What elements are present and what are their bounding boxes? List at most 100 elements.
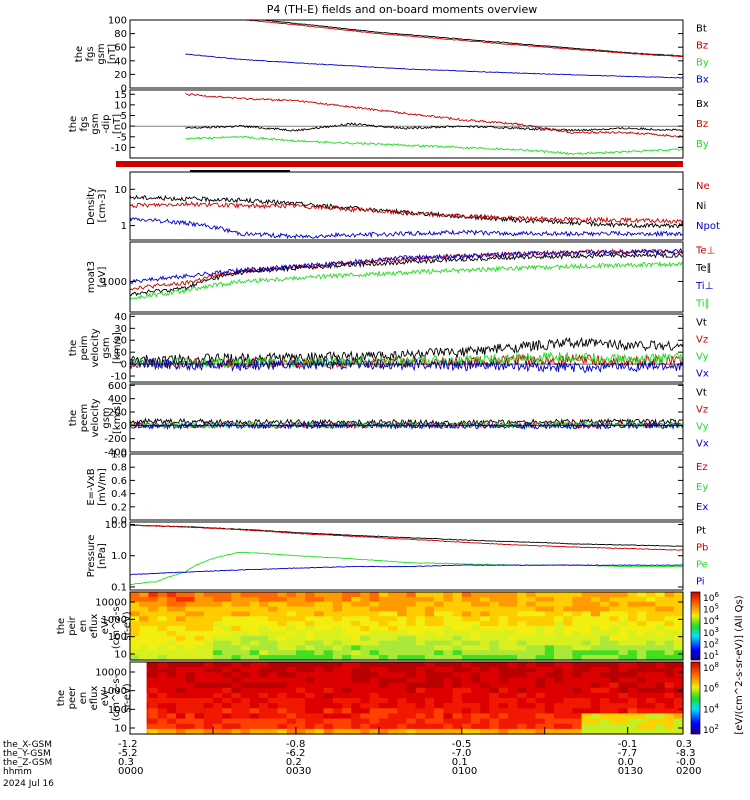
heatmap-cell [388, 621, 398, 627]
heatmap-cell [627, 601, 638, 608]
heatmap-cell [609, 662, 620, 668]
heatmap-cell [581, 667, 592, 673]
heatmap-cell [655, 645, 666, 651]
heatmap-cell [259, 687, 269, 694]
heatmap-cell [646, 692, 656, 699]
heatmap-cell [323, 698, 334, 704]
heatmap-cell [673, 713, 684, 720]
heatmap-cell [452, 601, 463, 608]
heatmap-cell [240, 718, 251, 725]
heatmap-cell [646, 596, 656, 603]
heatmap-cell [240, 655, 251, 661]
heatmap-cell [314, 616, 325, 622]
heatmap-cell [443, 728, 454, 735]
colorbar-label: [eV/(cm^2-s-sr-eV)] (All Qs) [734, 595, 745, 734]
heatmap-cell [526, 692, 537, 699]
heatmap-cell [498, 601, 509, 608]
heatmap-cell [305, 682, 315, 689]
heatmap-cell [581, 687, 592, 694]
heatmap-cell [295, 708, 306, 714]
heatmap-cell [286, 723, 297, 730]
heatmap-cell [572, 596, 583, 603]
heatmap-cell [378, 655, 389, 661]
heatmap-cell [240, 601, 251, 608]
y-tick-label: 10 [114, 724, 127, 735]
heatmap-cell [590, 682, 601, 689]
heatmap-cell [351, 703, 361, 709]
heatmap-cell [461, 708, 472, 714]
y-axis-label: sr-eV) [122, 611, 133, 640]
heatmap-cell [194, 672, 205, 678]
heatmap-cell [471, 708, 481, 714]
heatmap-cell [646, 630, 656, 637]
heatmap-cell [286, 703, 297, 709]
heatmap-cell [295, 703, 306, 709]
heatmap-cell [194, 645, 205, 651]
heatmap-cell [268, 601, 279, 608]
heatmap-cell [203, 677, 214, 684]
heatmap-cell [378, 723, 389, 730]
legend-entry: Ez [696, 462, 708, 473]
heatmap-cell [305, 645, 315, 651]
heatmap-cell [434, 596, 444, 603]
heatmap-cell [231, 718, 242, 725]
heatmap-cell [563, 703, 573, 709]
heatmap-cell [231, 606, 242, 613]
heatmap-cell [443, 635, 454, 642]
heatmap-cell [231, 703, 242, 709]
heatmap-cell [646, 601, 656, 608]
heatmap-cell [581, 621, 592, 627]
heatmap-cell [314, 640, 325, 647]
heatmap-cell [369, 645, 380, 651]
heatmap-cell [664, 626, 675, 632]
heatmap-cell [130, 630, 140, 637]
heatmap-cell [369, 596, 380, 603]
heatmap-cell [581, 645, 592, 651]
heatmap-cell [194, 728, 205, 735]
heatmap-cell [563, 698, 573, 704]
y-axis-label: eflux [89, 686, 100, 711]
heatmap-cell [544, 667, 555, 673]
heatmap-cell [166, 703, 177, 709]
heatmap-cell [636, 626, 647, 632]
heatmap-cell [590, 592, 601, 598]
heatmap-cell [295, 621, 306, 627]
heatmap-cell [480, 606, 490, 613]
heatmap-cell [572, 728, 583, 735]
heatmap-cell [646, 713, 656, 720]
heatmap-cell [581, 728, 592, 735]
heatmap-cell [526, 630, 537, 637]
heatmap-cell [203, 650, 214, 656]
heatmap-cell [406, 692, 417, 699]
heatmap-cell [636, 672, 647, 678]
heatmap-cell [461, 692, 472, 699]
heatmap-cell [609, 645, 620, 651]
x-axis-value: 0000 [118, 766, 143, 777]
heatmap-cell [332, 655, 343, 661]
panel-frame [129, 89, 684, 159]
heatmap-cell [443, 672, 454, 678]
heatmap-cell [627, 667, 638, 673]
heatmap-cell [554, 650, 564, 656]
heatmap-cell [130, 596, 140, 603]
heatmap-cell [406, 606, 417, 613]
heatmap-cell [489, 606, 500, 613]
heatmap-cell [314, 698, 325, 704]
heatmap-cell [415, 630, 426, 637]
heatmap-cell [480, 645, 490, 651]
heatmap-cell [563, 723, 573, 730]
heatmap-cell [590, 677, 601, 684]
heatmap-cell [249, 667, 260, 673]
heatmap-cell [406, 611, 417, 617]
heatmap-cell [176, 611, 186, 617]
heatmap-cell [157, 616, 168, 622]
legend-entry: Bz [696, 40, 708, 51]
y-axis-label: eflux [89, 614, 100, 639]
heatmap-cell [342, 616, 352, 622]
heatmap-cell [406, 626, 417, 632]
series-bt-line [130, 19, 684, 57]
heatmap-cell [176, 630, 186, 637]
heatmap-cell [249, 626, 260, 632]
series-te-line [129, 252, 684, 297]
heatmap-cell [655, 640, 666, 647]
